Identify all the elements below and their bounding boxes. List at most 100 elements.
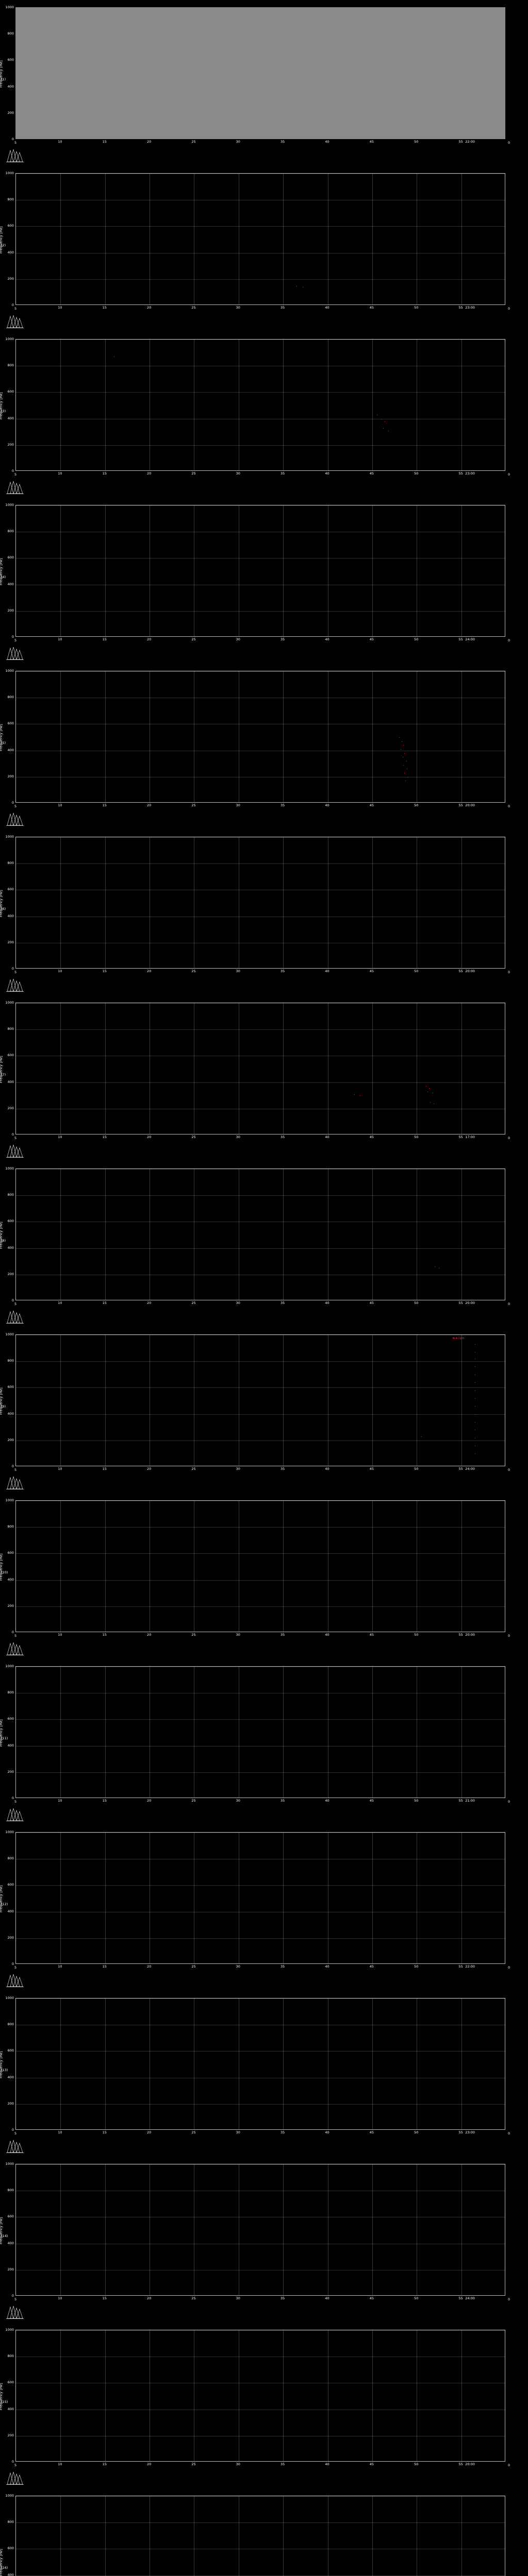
chart-panel: (15) Frequency [Hz] 0 200 400 600 800 1000 10 15 2… <box>0 2323 528 2488</box>
waveform-icon <box>6 811 24 826</box>
plot-area <box>15 1500 505 1632</box>
panel-time-label: 20:00 <box>465 1301 475 1305</box>
x-tick-label: 50 <box>414 2462 419 2466</box>
gridline-vertical <box>372 837 373 968</box>
gridline-vertical <box>60 174 61 304</box>
panel-time-label: 20:00 <box>465 969 475 973</box>
x-tick-label: 40 <box>325 2462 329 2466</box>
gridline-vertical <box>461 174 462 304</box>
y-tick-label: 800 <box>7 197 14 202</box>
plot-area <box>15 1998 505 2130</box>
x-tick-label: 40 <box>325 1467 329 1471</box>
x-tick-label: 40 <box>325 1799 329 1803</box>
x-axis-start-label: 5 <box>14 970 17 974</box>
x-tick-label: 20 <box>146 1467 152 1471</box>
waveform-icon <box>6 1972 24 1988</box>
y-tick-label: 1000 <box>5 2494 14 2498</box>
x-tick-label: 20 <box>146 2130 152 2134</box>
gridline-vertical <box>461 1003 462 1134</box>
y-tick-label: 200 <box>7 2267 14 2272</box>
gridline-horizontal <box>16 1527 505 1528</box>
data-point <box>404 753 405 754</box>
x-tick-label: 15 <box>102 306 107 310</box>
x-tick-label: 55 <box>458 2130 463 2134</box>
panel-index-label: (4) <box>1 575 6 579</box>
panel-time-label: 24:00 <box>465 2296 475 2300</box>
plot-area <box>15 837 505 969</box>
gridline-vertical <box>372 2330 373 2461</box>
gridline-vertical <box>105 1667 106 1798</box>
gridline-horizontal <box>16 2522 505 2523</box>
x-tick-label: 30 <box>236 306 240 310</box>
gridline-vertical <box>372 1003 373 1134</box>
x-tick-label: 30 <box>236 2130 240 2134</box>
x-axis-end-label: 0 <box>508 1302 510 1306</box>
x-tick-label: 45 <box>369 1467 374 1471</box>
y-tick-label: 800 <box>7 2520 14 2524</box>
chart-panel: (3) Frequency [Hz] 0 200 400 600 800 1000 10 15 20… <box>0 332 528 498</box>
y-axis-label: Frequency [Hz] <box>0 392 3 419</box>
gridline-horizontal <box>16 1580 505 1581</box>
x-tick-label: 55 <box>458 1964 463 1969</box>
plot-area <box>15 2496 505 2576</box>
y-tick-label: 400 <box>7 2406 14 2411</box>
waveform-icon <box>6 479 24 495</box>
chart-panel: (7) Frequency [Hz] 0 200 400 600 800 1000 10 15 20… <box>0 995 528 1161</box>
x-axis-ticks: 10 15 20 25 30 35 40 45 50 55 <box>15 969 505 975</box>
y-tick-label: 1000 <box>5 1830 14 1834</box>
x-tick-label: 25 <box>191 2462 196 2466</box>
x-tick-label: 15 <box>102 1964 107 1969</box>
gridline-vertical <box>105 1501 106 1632</box>
y-tick-label: 600 <box>7 1385 14 1389</box>
gridline-horizontal <box>16 1387 505 1388</box>
y-tick-label: 1000 <box>5 1996 14 2000</box>
x-axis-end-label: 0 <box>508 472 510 477</box>
x-tick-label: 50 <box>414 1964 419 1969</box>
gridline-horizontal <box>16 837 505 838</box>
x-tick-label: 15 <box>102 637 107 641</box>
gridline-horizontal <box>16 2164 505 2165</box>
y-tick-label: 800 <box>7 2022 14 2027</box>
gridline-vertical <box>60 671 61 802</box>
x-tick-label: 20 <box>146 1799 152 1803</box>
y-tick-label: 0 <box>11 635 14 639</box>
x-axis-end-label: 0 <box>508 1136 510 1140</box>
y-axis-label: Frequency [Hz] <box>0 1056 3 1083</box>
x-tick-label: 15 <box>102 1633 107 1637</box>
gridline-vertical <box>461 2164 462 2295</box>
panel-index-label: (16) <box>1 2566 8 2570</box>
y-tick-label: 1000 <box>5 669 14 673</box>
gridline-horizontal <box>16 1885 505 1886</box>
plot-area <box>15 2164 505 2296</box>
y-tick-label: 0 <box>11 967 14 971</box>
x-tick-label: 20 <box>146 637 152 641</box>
x-tick-label: 55 <box>458 2462 463 2466</box>
waveform-icon <box>6 1309 24 1324</box>
gridline-vertical <box>60 1169 61 1300</box>
gridline-horizontal <box>16 1998 505 1999</box>
x-tick-label: 25 <box>191 1633 196 1637</box>
gridline-horizontal <box>16 1195 505 1196</box>
x-axis-ticks: 10 15 20 25 30 35 40 45 50 55 <box>15 2462 505 2468</box>
y-tick-label: 1000 <box>5 503 14 507</box>
panel-time-label: 21:00 <box>465 1799 475 1803</box>
x-tick-label: 15 <box>102 2296 107 2300</box>
x-axis-end-label: 0 <box>508 638 510 642</box>
gridline-vertical <box>283 837 284 968</box>
x-axis-ticks: 10 15 20 25 30 35 40 45 50 55 <box>15 1633 505 1639</box>
y-axis-label: Frequency [Hz] <box>0 2217 3 2244</box>
plot-area <box>15 1003 505 1134</box>
x-axis-start-label: 5 <box>14 804 17 808</box>
x-tick-label: 45 <box>369 471 374 476</box>
panel-time-label: 22:00 <box>465 140 475 144</box>
x-axis-ticks: 10 15 20 25 30 35 40 45 50 55 <box>15 1964 505 1971</box>
gridline-vertical <box>105 340 106 470</box>
gridline-horizontal <box>16 279 505 280</box>
x-axis-start-label: 5 <box>14 1800 17 1804</box>
y-tick-label: 800 <box>7 1856 14 1861</box>
gridline-vertical <box>283 671 284 802</box>
x-tick-label: 25 <box>191 140 196 144</box>
x-tick-label: 35 <box>280 471 285 476</box>
gridline-horizontal <box>16 1169 505 1170</box>
